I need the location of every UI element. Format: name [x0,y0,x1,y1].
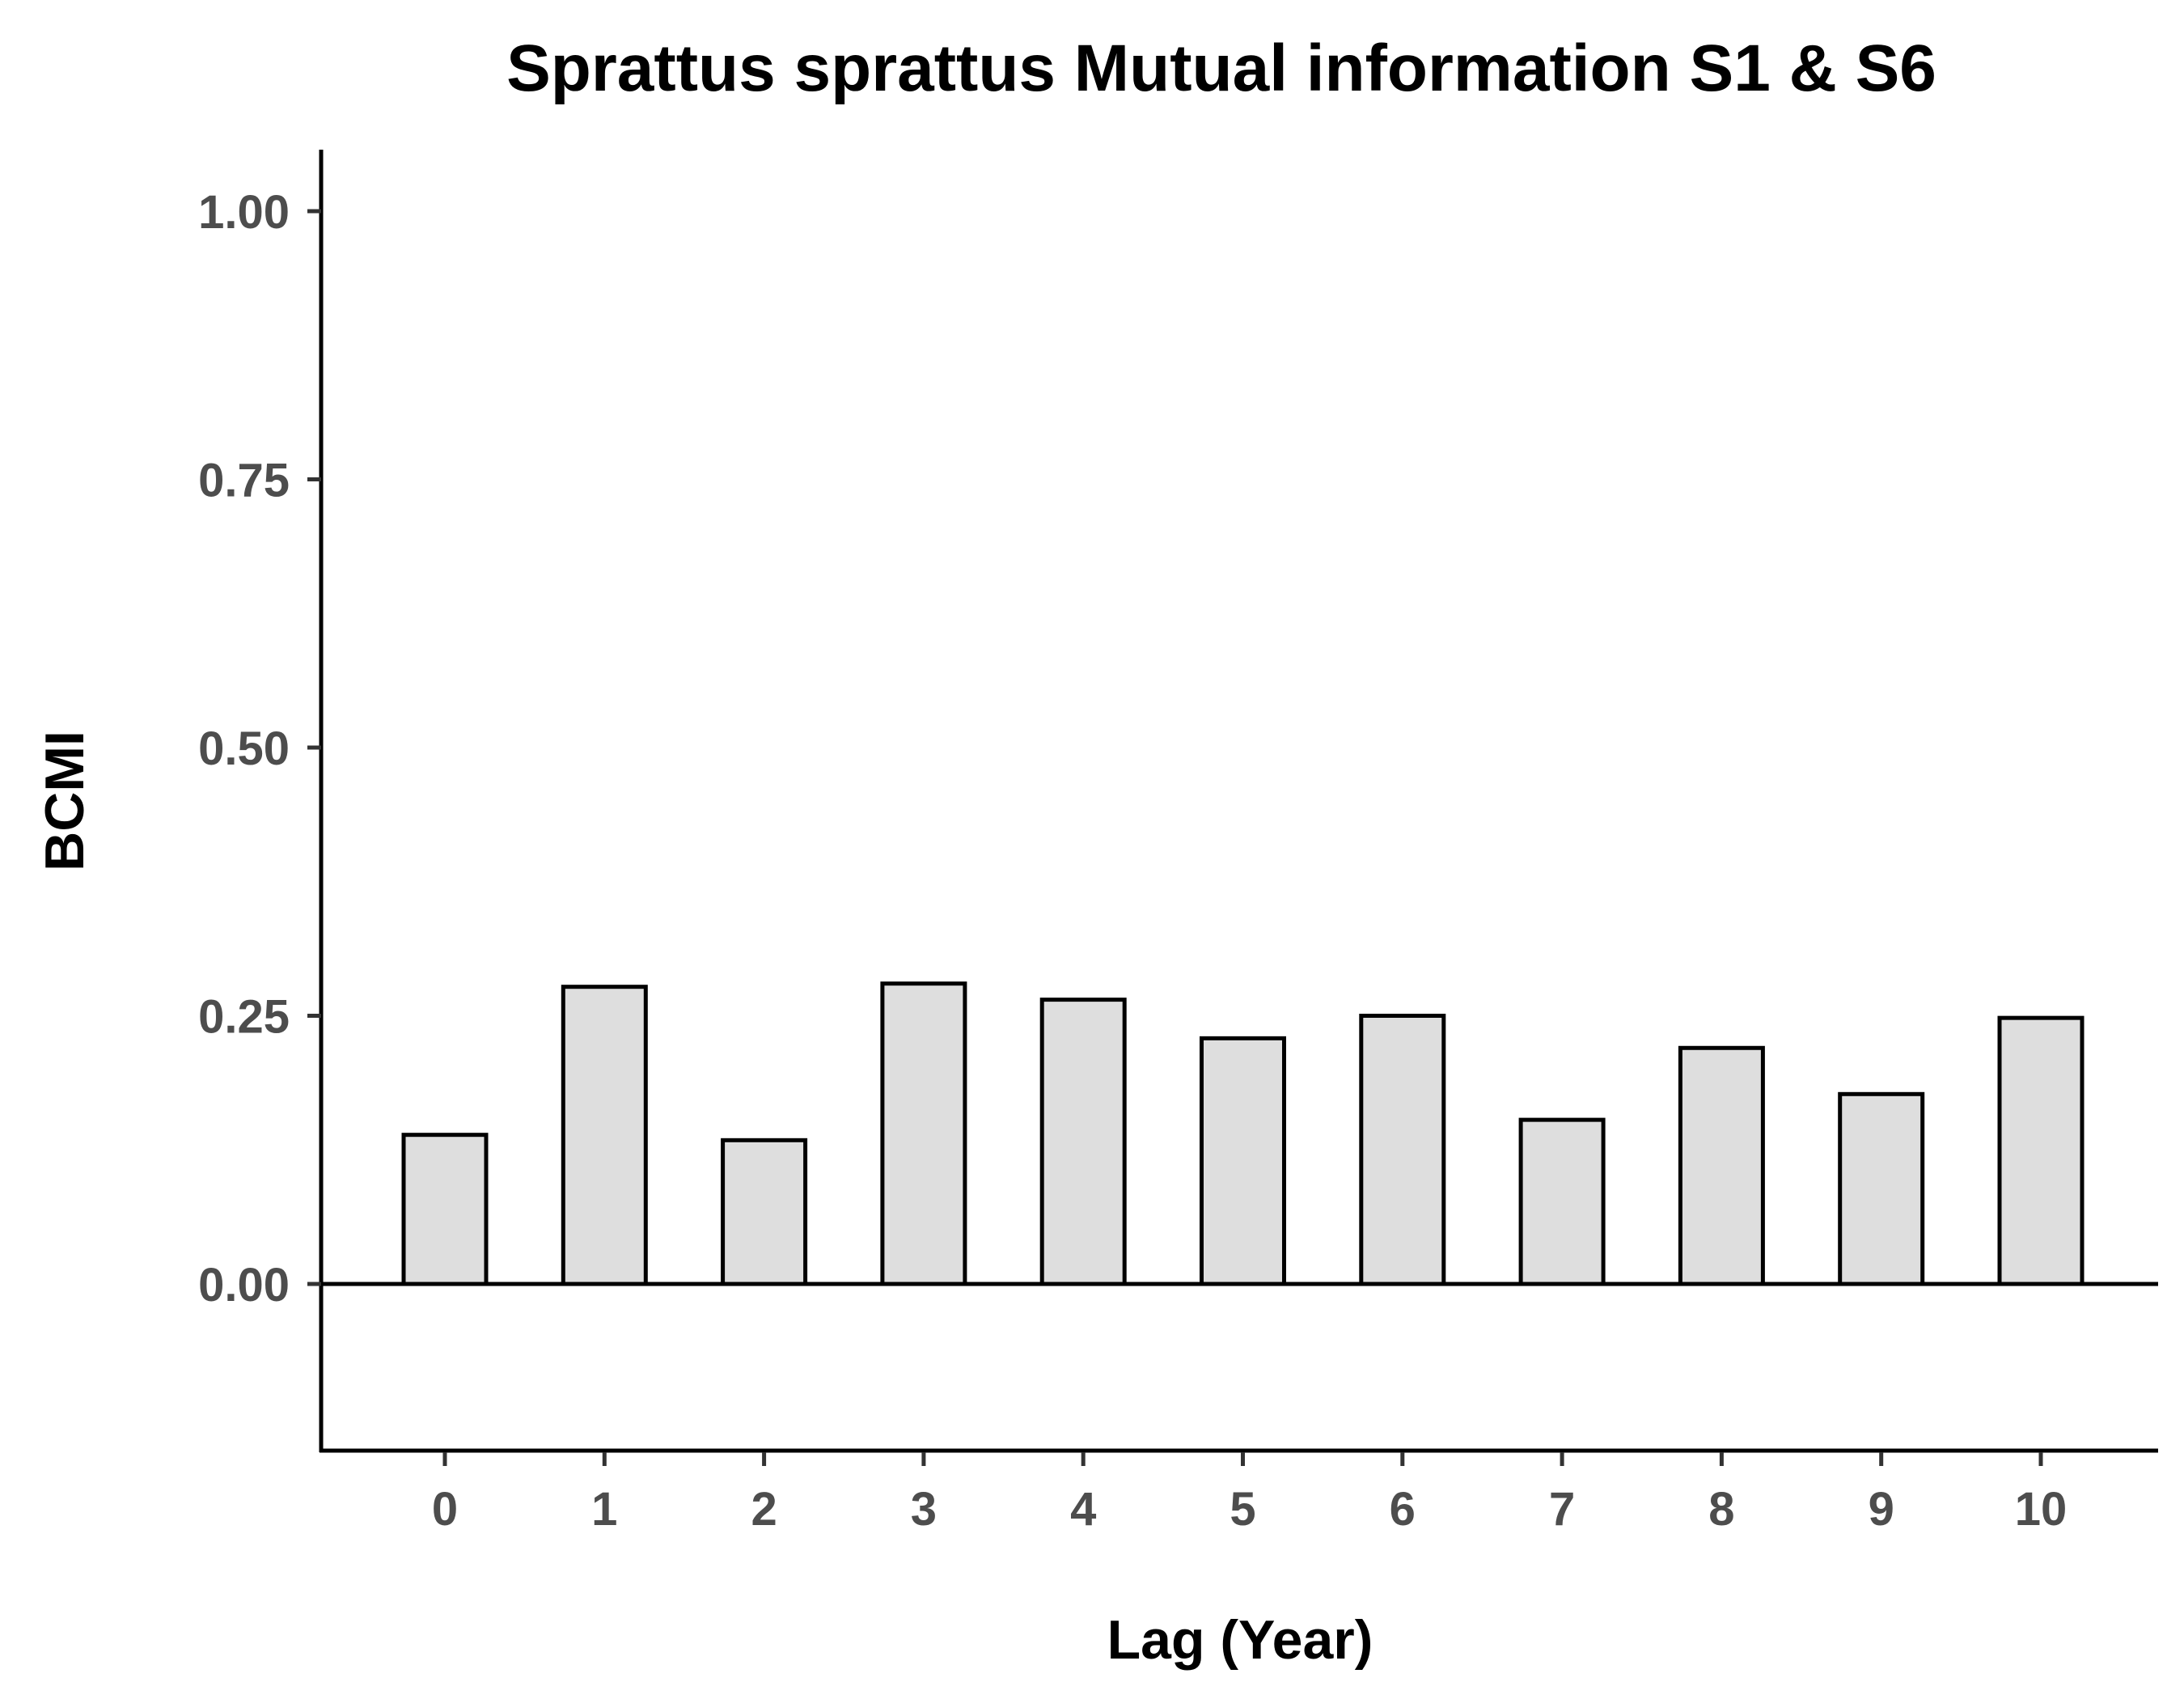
x-tick-label: 2 [751,1483,777,1536]
y-tick-label: 0.25 [198,991,290,1044]
x-axis-title: Lag (Year) [1107,1609,1373,1671]
bar-lag-7 [1518,1117,1606,1286]
bar-lag-4 [1039,998,1127,1286]
x-tick-label: 6 [1390,1483,1416,1536]
y-axis-ticks: 0.00 0.25 0.50 0.75 1.00 [198,186,321,1311]
bars-group [401,981,2085,1286]
bar-lag-0 [401,1133,489,1286]
x-tick-label: 5 [1230,1483,1255,1536]
bar-lag-8 [1678,1045,1765,1286]
y-tick-label: 0.75 [198,455,290,507]
y-axis-title: BCMI [34,731,95,871]
bar-lag-1 [561,985,648,1286]
bar-lag-10 [1997,1015,2085,1286]
y-tick-label: 1.00 [198,186,290,239]
x-tick-label: 3 [911,1483,937,1536]
bar-lag-9 [1838,1091,1925,1286]
y-tick-label: 0.50 [198,722,290,775]
bar-lag-6 [1359,1014,1446,1286]
bar-lag-5 [1200,1036,1286,1286]
x-tick-label: 0 [432,1483,458,1536]
bar-lag-2 [721,1138,808,1286]
x-tick-label: 10 [2015,1483,2068,1536]
y-tick-label: 0.00 [198,1259,290,1311]
x-tick-label: 9 [1869,1483,1894,1536]
bar-lag-3 [880,981,967,1286]
x-tick-label: 4 [1070,1483,1096,1536]
x-tick-label: 1 [591,1483,617,1536]
x-axis-ticks: 0 1 2 3 4 5 6 7 8 9 10 [432,1452,2067,1536]
x-tick-label: 8 [1708,1483,1734,1536]
x-tick-label: 7 [1549,1483,1575,1536]
chart-title: Sprattus sprattus Mutual information S1 … [506,32,1936,105]
